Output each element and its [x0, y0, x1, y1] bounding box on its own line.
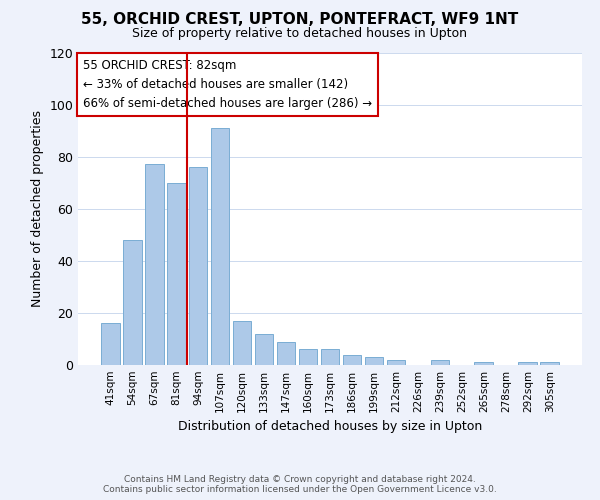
Bar	[255, 334, 274, 365]
Bar	[518, 362, 537, 365]
Bar	[189, 167, 208, 365]
Text: 55 ORCHID CREST: 82sqm
← 33% of detached houses are smaller (142)
66% of semi-de: 55 ORCHID CREST: 82sqm ← 33% of detached…	[83, 58, 372, 110]
Bar	[167, 182, 185, 365]
Bar	[431, 360, 449, 365]
Bar	[101, 324, 119, 365]
Text: Size of property relative to detached houses in Upton: Size of property relative to detached ho…	[133, 28, 467, 40]
Bar	[211, 128, 229, 365]
Text: 55, ORCHID CREST, UPTON, PONTEFRACT, WF9 1NT: 55, ORCHID CREST, UPTON, PONTEFRACT, WF9…	[82, 12, 518, 28]
X-axis label: Distribution of detached houses by size in Upton: Distribution of detached houses by size …	[178, 420, 482, 434]
Bar	[299, 350, 317, 365]
Bar	[343, 354, 361, 365]
Bar	[277, 342, 295, 365]
Bar	[320, 350, 340, 365]
Bar	[123, 240, 142, 365]
Bar	[541, 362, 559, 365]
Bar	[475, 362, 493, 365]
Y-axis label: Number of detached properties: Number of detached properties	[31, 110, 44, 307]
Bar	[365, 357, 383, 365]
Bar	[386, 360, 405, 365]
Bar	[145, 164, 164, 365]
Bar	[233, 320, 251, 365]
Text: Contains HM Land Registry data © Crown copyright and database right 2024.
Contai: Contains HM Land Registry data © Crown c…	[103, 474, 497, 494]
